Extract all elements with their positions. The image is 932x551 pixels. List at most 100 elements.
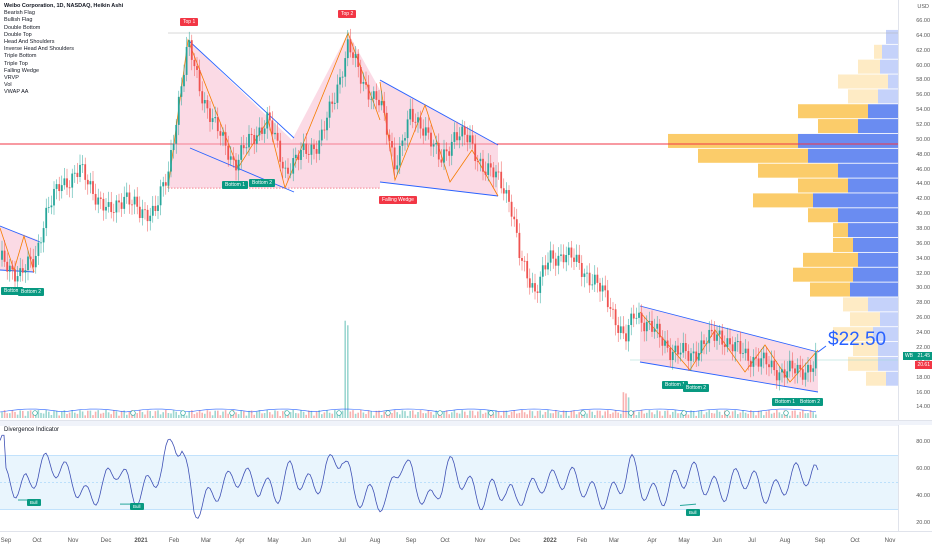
volume-bar	[555, 410, 557, 418]
volume-bar	[63, 410, 66, 418]
price-chart-pane[interactable]: Weibo Corporation, 1D, NASDAQ, Heikin As…	[0, 0, 898, 420]
volume-bar	[495, 410, 497, 418]
price-tick: 66.00	[916, 18, 930, 24]
candle-body	[365, 81, 367, 85]
volume-profile-bar-up	[753, 193, 813, 208]
candle-body	[482, 158, 484, 172]
volume-bar	[315, 411, 318, 418]
candle-body	[671, 351, 674, 361]
volume-profile-bar-up	[798, 178, 848, 193]
volume-bar	[568, 415, 570, 418]
bull-label: Bull	[27, 499, 41, 506]
overlay-item[interactable]: Inverse Head And Shoulders	[4, 46, 75, 53]
oscillator-axis[interactable]: 80.00 60.00 40.00 20.00	[898, 425, 932, 531]
candle-body	[128, 192, 131, 205]
candle-body	[201, 91, 204, 104]
volume-bar	[404, 411, 406, 418]
overlay-item[interactable]: Triple Bottom	[4, 53, 37, 60]
volume-bar	[224, 410, 227, 418]
overlay-item[interactable]: Vol	[4, 82, 12, 89]
candle-body	[94, 193, 97, 205]
time-axis[interactable]: Sep Oct Nov Dec 2021 Feb Mar Apr May Jun Jul Aug Sep…	[0, 531, 932, 551]
candle-body	[248, 133, 250, 148]
candle-body	[167, 171, 170, 186]
candle-body	[643, 322, 646, 332]
volume-profile-bar-up	[793, 267, 853, 282]
oscillator-canvas[interactable]	[0, 425, 898, 531]
price-tick: 54.00	[916, 107, 930, 114]
candle-body	[557, 255, 560, 266]
volume-bar	[651, 412, 653, 418]
volume-profile-bar-up	[668, 133, 798, 148]
overlay-item[interactable]: Bearish Flag	[4, 10, 35, 17]
candle-body	[419, 117, 422, 129]
candle-body	[710, 329, 713, 332]
candle-body	[794, 368, 796, 374]
volume-bar	[68, 412, 71, 418]
overlay-item[interactable]: Double Bottom	[4, 24, 41, 31]
overlay-item[interactable]: Bullish Flag	[4, 17, 33, 24]
candle-body	[380, 101, 383, 106]
oscillator-title[interactable]: Divergence Indicator	[4, 427, 60, 433]
overlay-item[interactable]: Triple Top	[4, 60, 28, 67]
candle-body	[492, 167, 495, 178]
volume-bar	[677, 413, 679, 418]
candle-body	[414, 121, 417, 123]
candle-body	[55, 184, 58, 189]
price-axis[interactable]: USD 66.00 64.00 62.00 60.00 58.00 56.00 54.00 5…	[898, 0, 932, 420]
volume-bar	[505, 410, 508, 418]
volume-bar	[445, 410, 448, 418]
price-chart-canvas[interactable]	[0, 0, 898, 420]
volume-bar	[107, 412, 110, 418]
volume-profile-bar-up	[874, 44, 882, 59]
volume-bar	[313, 415, 315, 418]
candle-body	[651, 320, 653, 332]
candle-body	[3, 250, 6, 262]
symbol-title[interactable]: Weibo Corporation, 1D, NASDAQ, Heikin As…	[4, 3, 124, 9]
top1-label: Top 1	[180, 18, 199, 26]
pane-separator[interactable]	[0, 420, 932, 426]
candle-body	[544, 265, 547, 270]
candle-body	[8, 265, 11, 272]
volume-bar	[261, 413, 263, 418]
volume-bar	[586, 413, 588, 418]
candle-body	[427, 127, 430, 133]
candle-body	[682, 342, 685, 353]
volume-bar	[721, 414, 723, 418]
candle-body	[193, 59, 196, 67]
candle-body	[448, 151, 451, 156]
osc-tick: 60.00	[916, 466, 930, 472]
oscillator-pane[interactable]: Divergence Indicator Bull Bull Bull	[0, 425, 898, 531]
earnings-marker	[488, 410, 494, 416]
candle-body	[695, 351, 698, 361]
candle-body	[661, 337, 664, 346]
overlay-item[interactable]: Double Top	[4, 31, 32, 38]
candle-body	[778, 372, 781, 381]
candle-body	[586, 272, 588, 274]
volume-bar	[687, 414, 690, 418]
overlay-item[interactable]: VRVP	[4, 75, 19, 82]
candle-body	[255, 135, 258, 144]
volume-profile-bar-up	[818, 119, 858, 134]
candle-body	[666, 340, 669, 348]
time-tick: May	[678, 538, 690, 544]
volume-bar	[282, 411, 284, 418]
time-tick: Jul	[338, 538, 346, 544]
volume-profile-bar-down	[873, 327, 898, 342]
overlay-item[interactable]: Head And Shoulders	[4, 39, 55, 46]
volume-bar	[633, 410, 635, 418]
volume-bar	[279, 415, 281, 418]
volume-bar	[705, 412, 708, 418]
candle-body	[422, 128, 425, 136]
volume-bar	[349, 411, 352, 418]
candle-body	[224, 132, 227, 146]
candle-body	[112, 212, 115, 213]
volume-profile-bar-up	[758, 163, 838, 178]
volume-bar	[646, 412, 648, 418]
overlay-item[interactable]: Falling Wedge	[4, 67, 40, 74]
volume-bar	[334, 410, 336, 418]
candle-body	[604, 285, 607, 291]
volume-bar	[401, 410, 404, 418]
candle-body	[547, 262, 549, 270]
overlay-item[interactable]: VWAP AA	[4, 89, 29, 96]
